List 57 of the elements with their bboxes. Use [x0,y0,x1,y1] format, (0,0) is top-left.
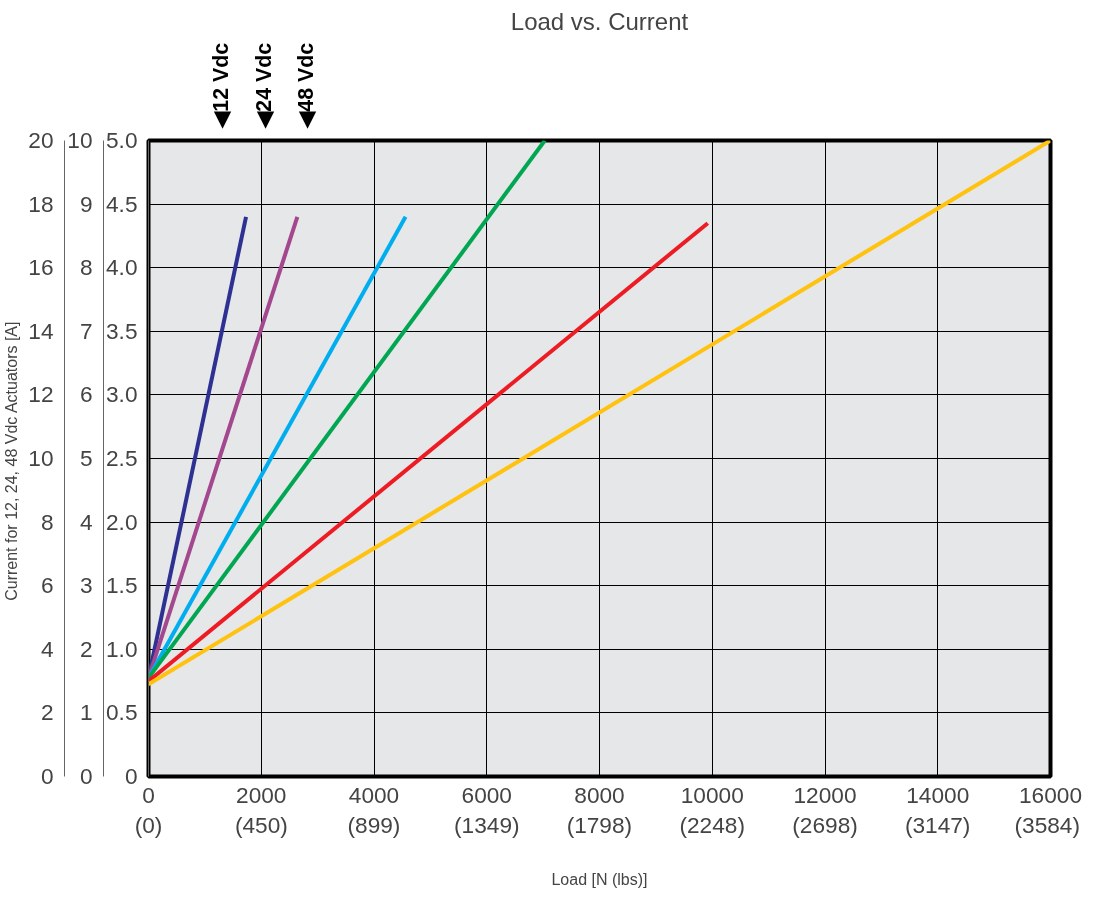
x2-tick-label: (3584) [1014,811,1080,838]
x2-tick-label: (1798) [566,811,633,838]
y2-tick-label: 8 [79,254,93,281]
y3-tick-label: 0.5 [106,699,138,726]
x-tick-label: 8000 [574,781,625,808]
y3-tick-label: 4.5 [106,190,138,217]
text: ◀24 Vdc [252,42,277,129]
x-tick-label: 14000 [906,781,970,808]
chart-title: Load vs. Current [510,7,689,35]
y2-tick-label: 1 [79,699,93,726]
y-tick-label: 18 [28,190,54,217]
x2-tick-label: (2248) [679,811,745,838]
x-tick-label: 6000 [461,781,512,808]
y3-tick-label: 0 [124,763,138,789]
y3-tick-label: 1.0 [106,635,138,662]
y3-tick-label: 2.0 [106,508,138,535]
x2-tick-label: (0) [134,811,163,838]
x2-tick-label: (450) [234,811,288,838]
x2-tick-label: (2698) [792,811,858,838]
y-tick-label: 16 [28,254,54,281]
y2-tick-label: 6 [79,381,93,408]
y-tick-label: 8 [40,508,54,535]
y-tick-label: 12 [28,381,54,408]
y-tick-label: 14 [28,317,54,344]
y3-tick-label: 2.5 [106,445,138,471]
x2-tick-label: (899) [347,811,401,838]
y2-tick-label: 2 [79,635,93,662]
y2-tick-label: 9 [79,190,93,217]
y2-tick-label: 3 [79,572,93,599]
x2-tick-label: (1349) [454,811,520,838]
y2-tick-label: 7 [79,317,93,344]
y-tick-label: 2 [40,699,54,726]
y3-tick-label: 4.0 [106,254,138,281]
y2-tick-label: 5 [79,445,93,471]
x-tick-label: 4000 [348,781,400,808]
y3-tick-label: 3.0 [106,381,138,408]
text: ◀12 Vdc [209,42,234,129]
y-tick-label: 20 [28,127,54,153]
x-axis-title: Load [N (lbs)] [551,870,648,888]
y2-tick-label: 4 [79,508,93,535]
text: ◀48 Vdc [293,42,318,129]
x-tick-label: 16000 [1019,781,1083,808]
x-tick-label: 0 [142,781,155,808]
x-tick-label: 2000 [236,781,287,808]
y2-tick-label: 10 [67,127,93,153]
y-tick-label: 4 [40,635,54,662]
y2-tick-label: 0 [79,763,93,789]
y-tick-label: 10 [28,445,54,471]
y3-tick-label: 3.5 [106,317,138,344]
x2-tick-label: (3147) [904,811,971,838]
x-tick-label: 12000 [793,781,857,808]
x-tick-label: 10000 [680,781,744,808]
y-tick-label: 0 [40,763,54,789]
y3-tick-label: 5.0 [106,127,138,153]
y-axis-title: Current for 12, 24, 48 Vdc Actuators [A] [3,321,21,601]
y3-tick-label: 1.5 [106,572,138,599]
y-tick-label: 6 [40,572,54,599]
